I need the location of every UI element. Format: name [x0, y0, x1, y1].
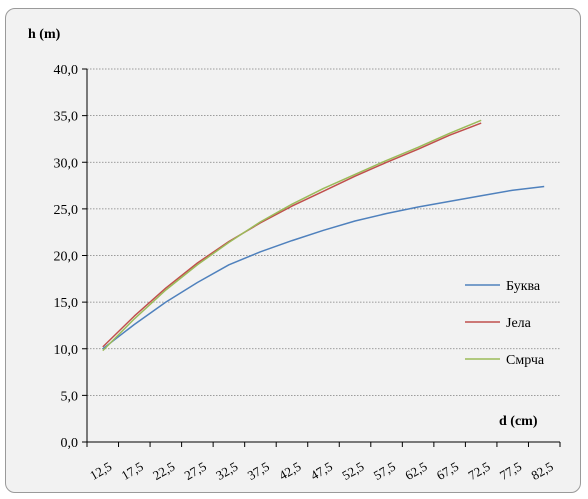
x-tick-label: 37,5	[245, 459, 272, 483]
legend-label: Јела	[506, 316, 532, 331]
x-tick-label: 77,5	[497, 459, 524, 483]
gridlines	[87, 68, 560, 396]
x-tick-label: 67,5	[434, 459, 461, 483]
y-tick-label: 35,0	[54, 110, 79, 125]
y-tick-label: 10,0	[54, 343, 79, 358]
x-tick-label: 62,5	[402, 459, 429, 483]
y-tick-label: 15,0	[54, 296, 79, 311]
series-line-3	[102, 119, 482, 352]
chart-frame	[5, 8, 581, 493]
series-line-1	[102, 185, 545, 350]
y-axis-title: h (m)	[28, 27, 61, 42]
axes	[82, 68, 561, 447]
x-tick-label: 12,5	[87, 459, 114, 483]
x-tick-label: 17,5	[119, 459, 146, 483]
y-tick-label: 5,0	[61, 389, 79, 404]
y-tick-labels: 0,0 5,0 10,0 15,0 20,0 25,0 30,0 35,0 40,0	[54, 63, 79, 451]
y-tick-label: 40,0	[54, 63, 79, 78]
series-lines	[102, 119, 545, 352]
x-tick-label: 32,5	[213, 459, 240, 483]
x-tick-label: 72,5	[465, 459, 492, 483]
series-line-2	[102, 122, 482, 348]
y-tick-label: 0,0	[61, 436, 79, 451]
x-tick-label: 27,5	[182, 459, 209, 483]
legend-label: Смрча	[506, 353, 545, 368]
x-tick-labels: 12,5 17,5 22,5 27,5 32,5 37,5 42,5 47,5 52,5 57,5…	[87, 459, 556, 483]
x-tick-label: 22,5	[150, 459, 177, 483]
y-tick-label: 20,0	[54, 250, 79, 265]
x-tick-label: 42,5	[276, 459, 303, 483]
legend-label: Буква	[506, 279, 541, 294]
x-tick-label: 82,5	[529, 459, 556, 483]
x-tick-label: 47,5	[308, 459, 335, 483]
x-axis-title: d (cm)	[499, 414, 538, 429]
x-tick-label: 52,5	[339, 459, 366, 483]
y-tick-label: 25,0	[54, 203, 79, 218]
legend: Буква Јела Смрча	[465, 279, 545, 368]
x-tick-label: 57,5	[371, 459, 398, 483]
y-tick-label: 30,0	[54, 156, 79, 171]
